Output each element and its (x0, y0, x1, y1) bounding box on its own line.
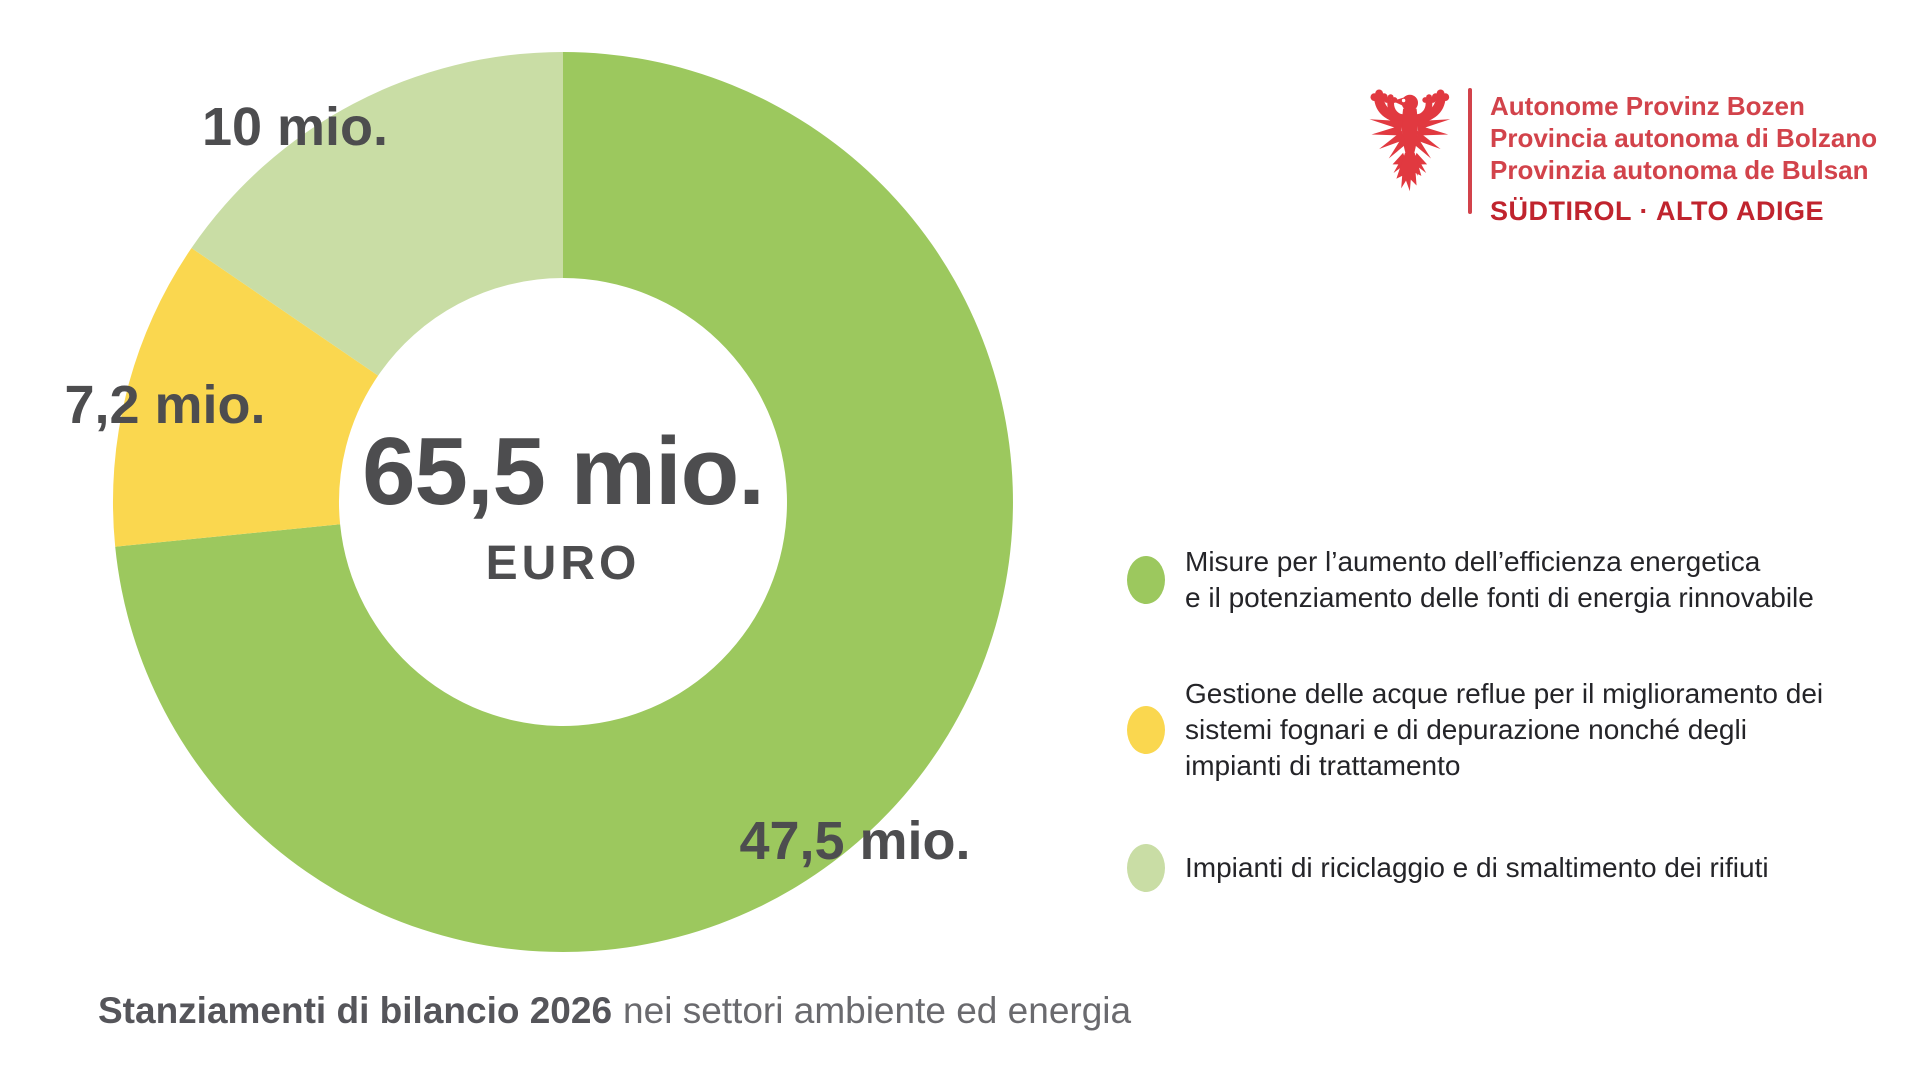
text-line: e il potenziamento delle fonti di energi… (1185, 582, 1814, 613)
donut-segment-riciclaggio-rifiuti (191, 51, 563, 376)
total-unit: EURO (485, 537, 641, 590)
text-line: Gestione delle acque reflue per il migli… (1185, 678, 1824, 709)
donut-segment-efficienza-energetica (115, 52, 1013, 952)
legend-label: Gestione delle acque reflue per il migli… (1185, 676, 1823, 784)
text-line: Misure per l’aumento dell’efficienza ene… (1185, 546, 1761, 577)
chart-legend: Misure per l’aumento dell’efficienza ene… (1127, 544, 1867, 892)
legend-label: Misure per l’aumento dell’efficienza ene… (1185, 544, 1814, 616)
text-line: Provincia autonoma di Bolzano (1490, 123, 1878, 153)
legend-dot-lightgreen (1127, 844, 1165, 892)
legend-label: Impianti di riciclaggio e di smaltimento… (1185, 850, 1769, 886)
logo-province-names: Autonome Provinz Bozen Provincia autonoma… (1490, 90, 1877, 186)
text-line: Impianti di riciclaggio e di smaltimento… (1185, 852, 1769, 883)
text-line: Provinzia autonoma de Bulsan (1490, 155, 1869, 185)
logo-text: Autonome Provinz Bozen Provincia autonoma… (1490, 88, 1877, 227)
logo-tagline: SÜDTIROL · ALTO ADIGE (1490, 196, 1824, 226)
chart-title-rest: nei settori ambiente ed energia (623, 990, 1132, 1031)
legend-item-riciclaggio: Impianti di riciclaggio e di smaltimento… (1127, 844, 1867, 892)
donut-center-label: 65,5 mio. EURO (293, 424, 833, 588)
chart-title: Stanziamenti di bilancio 2026 nei settori… (98, 990, 1131, 1032)
logo-divider (1468, 88, 1472, 214)
tyrol-eagle-icon (1369, 89, 1451, 192)
legend-dot-green (1127, 556, 1165, 604)
text-line: impianti di trattamento (1185, 750, 1461, 781)
donut-chart (112, 51, 1013, 952)
slice-label-efficienza: 47,5 mio. (739, 811, 971, 871)
legend-item-acque-reflue: Gestione delle acque reflue per il migli… (1127, 676, 1867, 784)
slice-label-riciclaggio: 10 mio. (201, 97, 389, 157)
chart-title-bold: Stanziamenti di bilancio 2026 (98, 990, 613, 1031)
legend-item-efficienza: Misure per l’aumento dell’efficienza ene… (1127, 544, 1867, 616)
total-value: 65,5 mio. (362, 418, 765, 525)
donut-segment-acque-reflue (112, 248, 379, 547)
text-line: Autonome Provinz Bozen (1490, 91, 1805, 121)
province-logo: Autonome Provinz Bozen Provincia autonoma… (1358, 88, 1877, 227)
text-line: sistemi fognari e di depurazione nonché … (1185, 714, 1747, 745)
slice-label-acque-reflue: 7,2 mio. (64, 375, 266, 435)
legend-dot-yellow (1127, 706, 1165, 754)
